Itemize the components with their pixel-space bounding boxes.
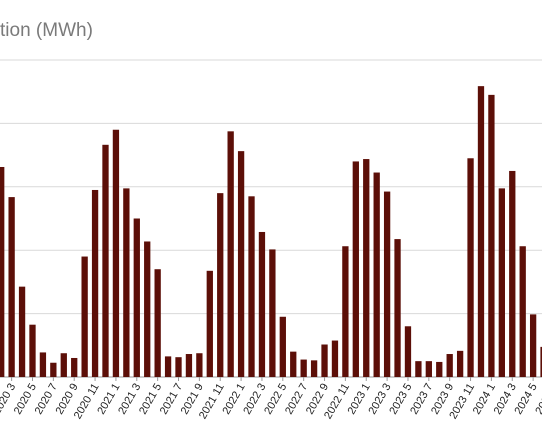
bar [102,144,109,377]
bar [248,196,255,377]
bar [446,354,453,377]
bar [18,286,26,377]
bar [81,256,88,377]
bar [269,249,276,377]
bar [498,188,505,377]
bar [175,357,182,377]
bar [164,356,172,377]
bar [342,246,349,377]
bar [39,352,47,377]
bar [227,131,234,377]
bar [394,239,401,377]
bar [185,354,193,377]
bar [91,189,99,377]
bar [154,269,161,377]
bar [373,172,380,377]
bar [71,357,78,377]
bar [456,350,464,377]
bar [0,166,5,377]
bar [383,191,391,377]
bar-series [0,86,542,378]
bar [217,193,224,377]
bar [488,94,495,378]
bar [29,324,36,377]
bar [529,314,537,377]
bar [144,241,151,377]
bar [258,231,266,377]
bar [467,158,474,377]
bar [206,270,213,377]
bar [133,218,140,377]
bar [404,326,412,377]
bar [279,316,286,377]
bar [363,159,370,377]
bar [352,161,359,377]
bar [123,188,130,377]
bar [540,346,542,377]
bar [50,362,57,378]
bar [300,359,307,377]
bar [112,129,120,377]
bar [509,170,516,377]
chart-title: tion (MWh) [0,20,93,41]
bar [425,361,432,377]
bar [519,246,526,377]
bar [436,361,443,377]
bar [290,351,297,377]
bar [60,353,67,377]
bar [331,340,339,377]
bar [477,86,485,378]
bar [415,361,422,377]
bar [196,353,203,377]
bar [8,197,15,377]
bar [237,151,245,377]
bar [321,344,328,377]
bar [310,360,318,377]
